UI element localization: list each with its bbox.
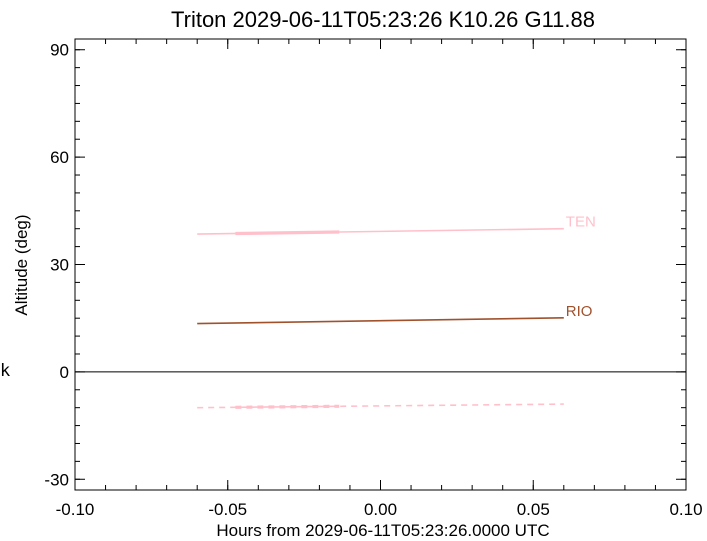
plot-frame [74, 38, 687, 491]
rio-line [197, 317, 564, 325]
x-tick-label: 0.05 [517, 500, 550, 519]
y-tick-label: -30 [44, 470, 69, 489]
x-tick-label: 0.00 [364, 500, 397, 519]
y-tick-label: 60 [50, 148, 69, 167]
y-tick-label: 0 [60, 363, 69, 382]
x-axis-label: Hours from 2029-06-11T05:23:26.0000 UTC [216, 521, 549, 540]
rio-series-label: RIO [566, 303, 593, 320]
x-tick-label: -0.10 [56, 500, 95, 519]
plot-area: -0.10 -0.05 0.00 0.05 0.10 -30 0 30 60 90 TEN RIO [44, 39, 703, 519]
chart-title: Triton 2029-06-11T05:23:26 K10.26 G11.88 [171, 7, 595, 32]
y-tick-label: 30 [50, 256, 69, 275]
side-label: k [0, 361, 10, 381]
ten-series-label: TEN [566, 214, 596, 231]
x-tick-label: -0.05 [208, 500, 247, 519]
y-axis-label: Altitude (deg) [12, 214, 31, 315]
ten-highlight-segment [235, 230, 340, 236]
y-tick-label: 90 [50, 41, 69, 60]
x-tick-label: 0.10 [669, 500, 702, 519]
